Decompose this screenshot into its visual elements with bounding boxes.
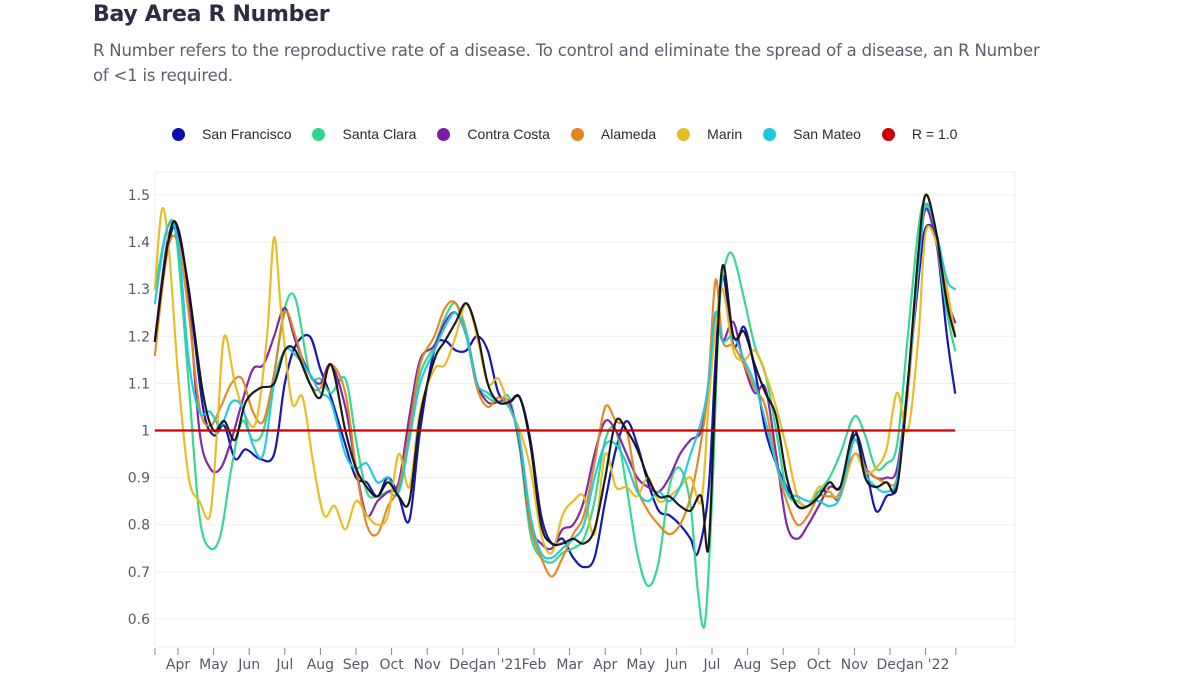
legend-marker-icon [763,127,777,141]
series-group [153,193,957,629]
series-line-santa-clara [153,202,957,629]
series-line-alameda [153,193,957,578]
x-tick-label: Feb [522,657,547,673]
chart-subtitle: R Number refers to the reproductive rate… [93,41,1040,85]
y-tick-label: 1.3 [128,282,150,298]
legend-label: Santa Clara [342,126,417,142]
legend-item-contra-costa[interactable]: Contra Costa [437,126,550,142]
legend-label: Alameda [600,126,657,142]
legend-label: Contra Costa [467,126,550,142]
series-line-marin [153,206,957,555]
x-tick-label: Sep [770,657,797,673]
legend-marker-icon [312,127,326,141]
legend-marker-icon [881,127,895,141]
legend-item-santa-clara[interactable]: Santa Clara [312,126,416,142]
x-tick-label: Mar [556,657,583,673]
x-tick-label: Jun [237,657,260,673]
x-tick-label: Jul [703,657,721,673]
legend-marker-icon [677,127,691,141]
x-tick-label: May [199,657,228,673]
y-tick-label: 1.1 [128,376,150,392]
gridlines [154,171,1016,645]
x-tick-label: Dec [449,657,476,673]
legend-marker-icon [570,127,584,141]
x-tick-label: Jan '21 [474,657,523,673]
y-tick-label: 1.2 [128,329,150,345]
x-tick-label: Oct [379,657,404,673]
legend-label: R = 1.0 [911,126,958,142]
legend-item-san-francisco[interactable]: San Francisco [172,126,291,142]
x-tick-label: Jun [664,657,687,673]
x-tick-label: Apr [166,657,190,673]
x-tick-label: Oct [807,657,832,673]
x-tick-label: Nov [841,657,868,673]
x-tick-label: May [626,657,655,673]
y-tick-label: 0.7 [128,565,150,581]
x-tick-label: Sep [343,657,370,673]
series-line-bay-area-unlabeled [153,193,957,553]
x-tick-label: Nov [414,657,441,673]
y-tick-label: 1.5 [128,188,150,204]
y-tick-label: 1 [141,424,150,440]
legend-item-marin[interactable]: Marin [677,126,742,142]
y-tick-label: 0.8 [128,518,150,534]
legend-label: Marin [707,126,743,142]
chart-title: Bay Area R Number [93,2,330,27]
y-tick-label: 0.6 [128,612,150,628]
x-tick-label: Dec [876,657,903,673]
y-axis: 0.6 0.7 0.8 0.9 1 1.1 1.2 1.3 1.4 1.5 [128,188,150,628]
legend-marker-icon [437,127,451,141]
series-line-san-francisco [153,223,957,569]
x-tick-label: Aug [307,657,334,673]
x-tick-label: Apr [593,657,617,673]
y-tick-label: 1.4 [128,235,150,251]
legend-marker-icon [172,127,185,141]
legend-item-r-reference[interactable]: R = 1.0 [881,126,958,142]
x-tick-label: Jan '22 [901,657,950,673]
y-tick-label: 0.9 [128,471,150,487]
x-tick-label: Aug [734,657,761,673]
x-tick-label: Jul [275,657,293,673]
legend-label: San Mateo [793,126,861,142]
legend-item-alameda[interactable]: Alameda [570,126,657,142]
legend-label: San Francisco [202,126,292,142]
chart-legend: San Francisco Santa Clara Contra Costa A… [172,126,978,142]
legend-item-san-mateo[interactable]: San Mateo [763,126,861,142]
